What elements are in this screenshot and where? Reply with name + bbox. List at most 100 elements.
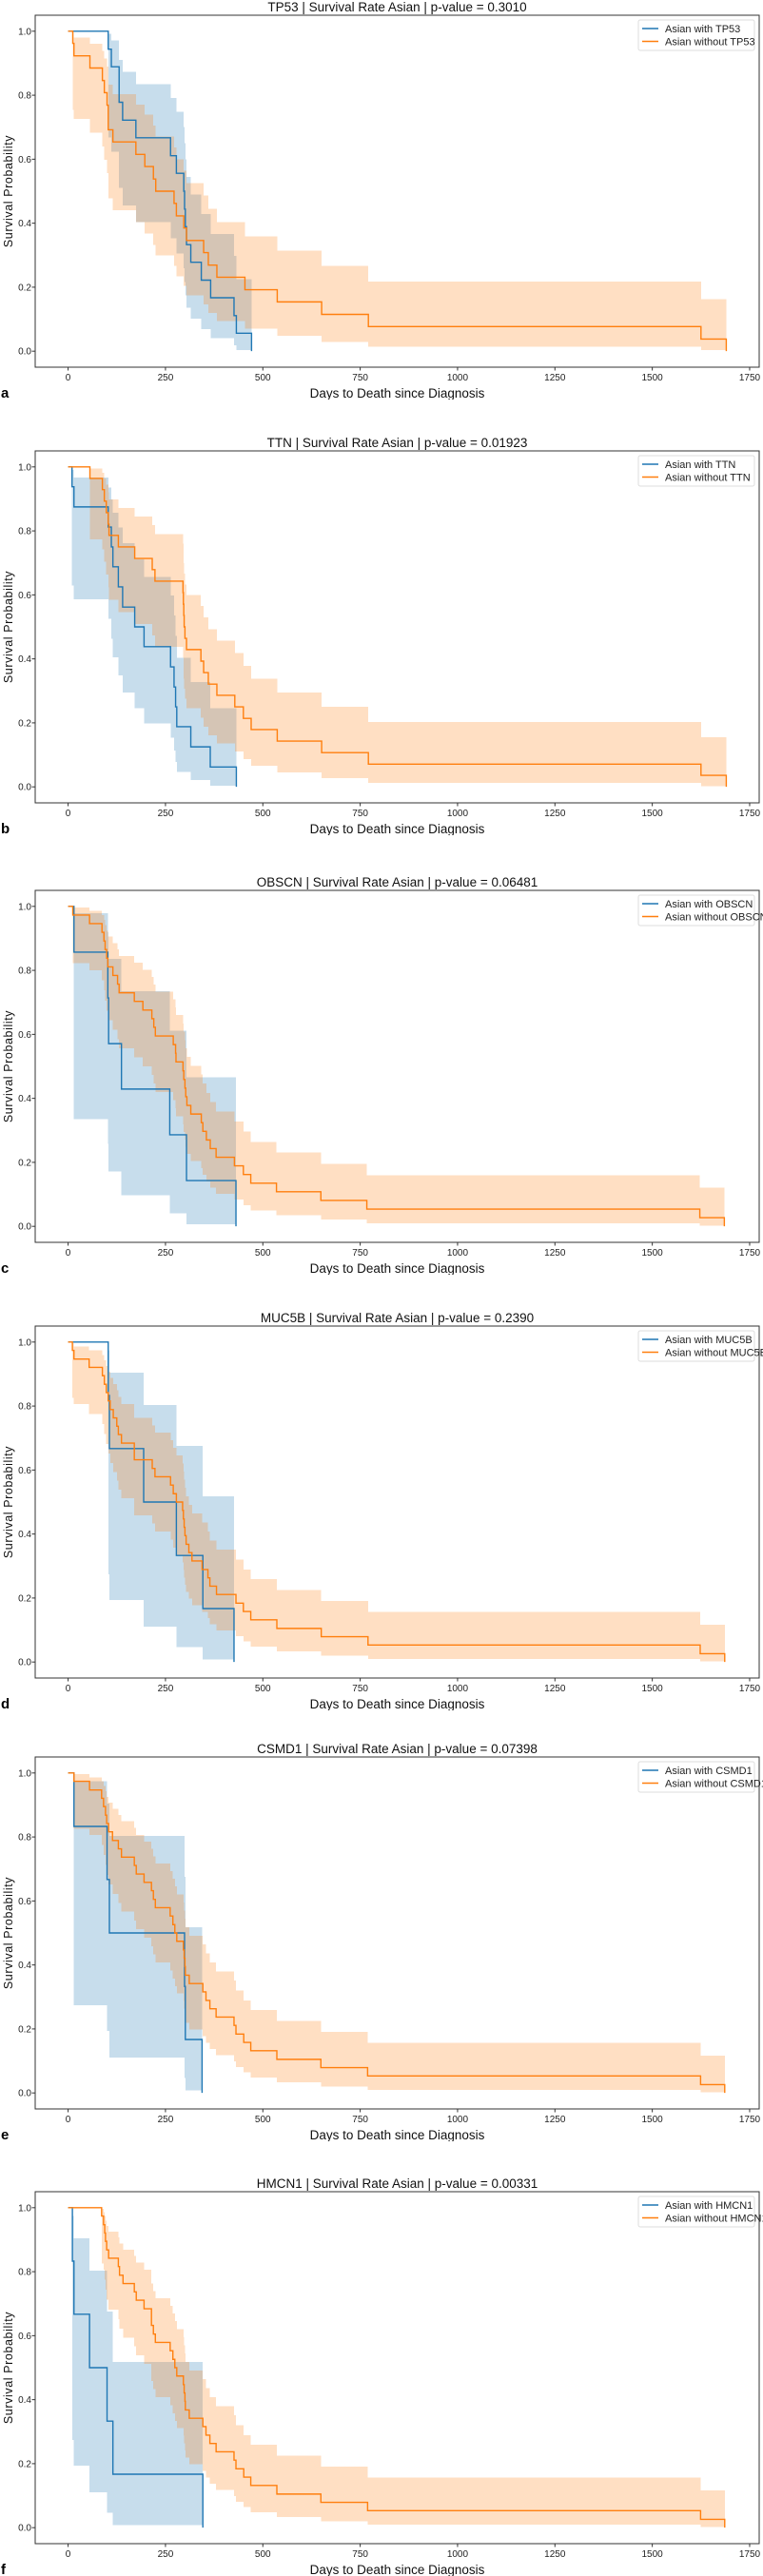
x-tick-label: 250	[158, 809, 174, 819]
ci-band-segment	[108, 1803, 112, 1884]
ci-band-segment	[134, 2256, 136, 2347]
ci-band-segment	[103, 1355, 105, 1424]
ci-band-segment	[244, 1570, 251, 1642]
ci-band-segment	[210, 1962, 217, 2049]
x-tick-label: 1750	[739, 2549, 761, 2560]
ci-band-segment	[277, 250, 322, 336]
y-tick-label: 0.8	[18, 1402, 31, 1413]
x-tick-label: 0	[66, 2115, 71, 2125]
ci-band-segment	[251, 2445, 277, 2512]
x-tick-label: 1000	[447, 1248, 469, 1259]
panel-letter: d	[1, 1696, 10, 1710]
x-tick-label: 750	[352, 809, 368, 819]
ci-band-segment	[145, 115, 153, 234]
ci-band-segment	[277, 693, 322, 772]
ci-band-segment	[208, 629, 217, 735]
ci-band-segment	[322, 1601, 368, 1655]
ci-band-segment	[108, 2312, 113, 2513]
ci-band-segment	[74, 2238, 89, 2466]
ci-band-segment	[700, 2490, 724, 2527]
panel-letter: c	[1, 1260, 9, 1275]
ci-band-segment	[89, 1351, 103, 1415]
x-axis-label: Days to Death since Diagnosis	[310, 1697, 485, 1710]
x-tick-label: 750	[352, 1684, 368, 1694]
ci-band-segment	[107, 485, 108, 575]
x-tick-label: 1000	[447, 2115, 469, 2125]
x-tick-label: 1250	[544, 2115, 566, 2125]
x-tick-label: 1500	[642, 1684, 664, 1694]
y-tick-label: 0.8	[18, 527, 31, 537]
ci-band-segment	[136, 1835, 144, 1929]
ci-band-segment	[104, 1786, 106, 1855]
y-axis-label: Survival Probability	[2, 135, 15, 247]
ci-band-segment	[144, 1842, 151, 1938]
x-tick-label: 750	[352, 1248, 368, 1259]
y-tick-label: 0.2	[18, 283, 31, 293]
ci-band-segment	[216, 2406, 234, 2489]
y-tick-label: 0.2	[18, 2459, 31, 2469]
ci-band-segment	[700, 1625, 725, 1662]
x-tick-label: 250	[158, 373, 174, 383]
x-tick-label: 0	[66, 2549, 71, 2560]
ci-band-segment	[251, 1579, 277, 1647]
ci-band-segment	[204, 196, 208, 304]
ci-band-segment	[277, 2021, 321, 2082]
x-tick-label: 1500	[642, 2115, 664, 2125]
x-tick-label: 500	[255, 1248, 271, 1259]
chart-title: TTN | Survival Rate Asian | p-value = 0.…	[267, 436, 528, 450]
x-tick-label: 1000	[447, 1684, 469, 1694]
y-tick-label: 1.0	[18, 2203, 31, 2214]
x-tick-label: 250	[158, 1684, 174, 1694]
y-tick-label: 0.4	[18, 2395, 31, 2406]
ci-band-segment	[192, 1513, 203, 1605]
ci-band-segment	[368, 722, 701, 783]
ci-band-segment	[155, 535, 183, 647]
ci-band-segment	[90, 44, 103, 133]
ci-band-segment	[122, 1822, 135, 1912]
x-tick-label: 1500	[642, 809, 664, 819]
ci-band-segment	[244, 2000, 250, 2073]
ci-band-segment	[108, 2232, 118, 2310]
ci-band-segment	[120, 2243, 124, 2328]
x-tick-label: 0	[66, 1684, 71, 1694]
ci-band-segment	[155, 2298, 170, 2397]
ci-band-segment	[156, 136, 174, 255]
ci-band-segment	[235, 654, 244, 751]
y-tick-label: 0.2	[18, 2024, 31, 2035]
x-tick-label: 1750	[739, 1684, 761, 1694]
x-tick-label: 0	[66, 373, 71, 383]
x-tick-label: 1750	[739, 1248, 761, 1259]
ci-band-segment	[236, 1560, 244, 1636]
y-tick-label: 1.0	[18, 902, 31, 912]
x-axis-label: Days to Death since Diagnosis	[310, 2128, 485, 2141]
y-tick-label: 0.2	[18, 718, 31, 729]
y-tick-label: 1.0	[18, 27, 31, 37]
ci-band-segment	[107, 2226, 108, 2300]
x-tick-label: 750	[352, 2115, 368, 2125]
x-tick-label: 1000	[447, 373, 469, 383]
x-tick-label: 1750	[739, 809, 761, 819]
ci-band-segment	[155, 992, 173, 1092]
y-tick-label: 0.0	[18, 2089, 31, 2099]
chart-title: CSMD1 | Survival Rate Asian | p-value = …	[257, 1742, 538, 1756]
x-axis-label: Days to Death since Diagnosis	[310, 1261, 485, 1275]
legend-label: Asian without MUC5B	[665, 1348, 763, 1359]
x-axis-label: Days to Death since Diagnosis	[310, 386, 485, 400]
ci-band-segment	[322, 266, 368, 342]
y-tick-label: 1.0	[18, 462, 31, 473]
y-tick-label: 0.0	[18, 1222, 31, 1233]
ci-band-segment	[251, 2010, 277, 2078]
ci-band-segment	[277, 2456, 321, 2517]
x-tick-label: 1000	[447, 809, 469, 819]
x-tick-label: 500	[255, 2115, 271, 2125]
ci-band-segment	[216, 1112, 234, 1194]
ci-band-segment	[109, 499, 119, 600]
ci-band-segment	[123, 2250, 134, 2337]
